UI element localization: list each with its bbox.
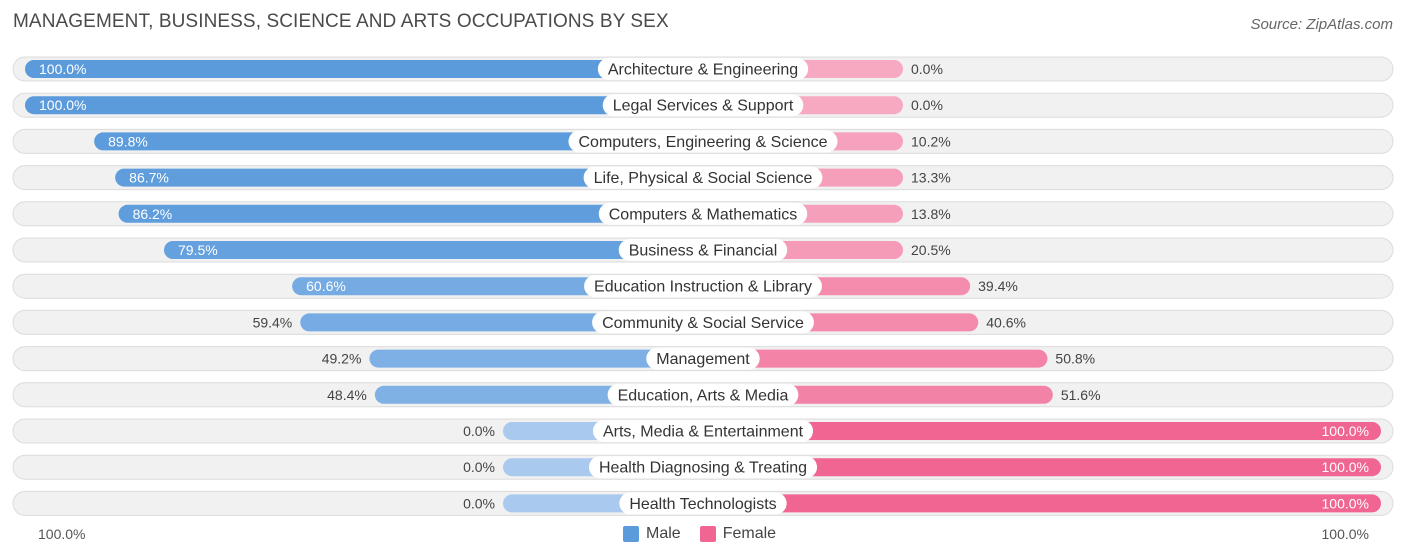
value-label-female: 13.3% (911, 170, 951, 186)
chart-row: 79.5% 20.5% Business & Financial (12, 237, 1394, 263)
bar-male (369, 349, 703, 368)
value-label-female: 39.4% (978, 278, 1018, 294)
bar-female (703, 458, 1381, 477)
category-label-chip (646, 347, 760, 370)
axis-left-label: 100.0% (38, 526, 86, 542)
value-label-male: 79.5% (178, 242, 218, 258)
value-label-female: 100.0% (1322, 459, 1369, 475)
value-label-male: 48.4% (327, 387, 367, 403)
chart-row: 100.0% 0.0% Architecture & Engineering (12, 56, 1394, 82)
category-label-chip (618, 239, 788, 261)
category-label: Computers, Engineering & Science (578, 134, 827, 151)
bar-male (94, 132, 703, 151)
value-label-female: 51.6% (1061, 387, 1101, 403)
category-label: Computers & Mathematics (609, 206, 798, 223)
chart-row: 86.7% 13.3% Life, Physical & Social Scienc… (12, 165, 1394, 191)
chart-row: 0.0% 100.0% Arts, Media & Entertainment (12, 418, 1394, 444)
value-label-female: 100.0% (1322, 423, 1369, 439)
category-label-chip (584, 275, 822, 298)
legend-swatch-female (699, 526, 716, 542)
value-label-male: 59.4% (253, 314, 293, 330)
legend-swatch-male (623, 526, 639, 542)
category-label-chip (592, 420, 814, 442)
category-label: Legal Services & Support (613, 98, 794, 115)
bar-male (163, 241, 704, 259)
bar-female (703, 349, 1048, 368)
bar-male (118, 204, 703, 223)
category-label: Life, Physical & Social Science (594, 170, 813, 187)
value-label-male: 100.0% (39, 61, 86, 77)
bar-male (25, 96, 703, 115)
value-label-female: 13.8% (911, 206, 951, 222)
bar-male (25, 60, 703, 78)
category-label: Health Diagnosing & Treating (599, 460, 807, 477)
category-label-chip (597, 58, 809, 80)
axis-right-label: 100.0% (1321, 526, 1369, 542)
value-label-female: 40.6% (986, 314, 1026, 330)
chart-row: 48.4% 51.6% Education, Arts & Media (12, 382, 1394, 408)
value-label-female: 0.0% (911, 97, 943, 113)
category-label-chip (583, 166, 823, 189)
bar-male (115, 168, 703, 187)
category-label: Education Instruction & Library (594, 279, 812, 296)
value-label-female: 50.8% (1055, 351, 1095, 367)
value-label-male: 100.0% (39, 97, 86, 113)
category-label-chip (588, 456, 818, 479)
value-label-male: 89.8% (108, 133, 148, 149)
category-label: Education, Arts & Media (618, 387, 789, 404)
legend-item-male: Male (623, 525, 681, 543)
value-label-male: 86.2% (133, 206, 173, 222)
chart-row: 0.0% 100.0% Health Diagnosing & Treating (12, 454, 1394, 480)
category-label: Business & Financial (629, 243, 778, 260)
legend-item-female: Female (699, 525, 777, 543)
category-label-chip (602, 94, 804, 117)
chart-row: 49.2% 50.8% Management (12, 346, 1394, 372)
chart-row: 60.6% 39.4% Education Instruction & Librar… (12, 273, 1394, 299)
value-label-female: 100.0% (1322, 495, 1369, 511)
legend: Male Female (623, 525, 795, 543)
chart-title: MANAGEMENT, BUSINESS, SCIENCE AND ARTS O… (13, 11, 669, 32)
category-label: Architecture & Engineering (608, 62, 798, 79)
chart-row: 0.0% 100.0% Health Technologists (12, 490, 1394, 516)
category-label-chip (568, 130, 838, 153)
value-label-male: 0.0% (463, 459, 495, 475)
bar-female (703, 494, 1381, 513)
category-label-chip (598, 202, 808, 225)
category-label-chip (619, 492, 787, 515)
value-label-male: 0.0% (463, 495, 495, 511)
legend-label-female: Female (722, 525, 777, 542)
value-label-female: 20.5% (911, 242, 951, 258)
category-label-chip (607, 383, 799, 406)
category-label: Health Technologists (629, 496, 776, 513)
category-label: Arts, Media & Entertainment (603, 424, 804, 441)
value-label-male: 0.0% (463, 423, 495, 439)
legend-label-male: Male (646, 525, 681, 542)
chart-row: 100.0% 0.0% Legal Services & Support (12, 92, 1394, 118)
chart-row: 89.8% 10.2% Computers, Engineering & Scien… (12, 128, 1394, 154)
chart-row: 59.4% 40.6% Community & Social Service (12, 309, 1394, 335)
category-label: Community & Social Service (602, 315, 804, 332)
value-label-male: 60.6% (306, 278, 346, 294)
chart-source: Source: ZipAtlas.com (1250, 16, 1393, 33)
value-label-male: 49.2% (322, 351, 362, 367)
category-label-chip (592, 311, 814, 334)
chart-row: 86.2% 13.8% Computers & Mathematics (12, 201, 1394, 227)
value-label-female: 10.2% (911, 133, 951, 149)
bar-female (703, 422, 1381, 440)
value-label-female: 0.0% (911, 61, 943, 77)
category-label: Management (656, 351, 750, 368)
value-label-male: 86.7% (129, 170, 169, 186)
